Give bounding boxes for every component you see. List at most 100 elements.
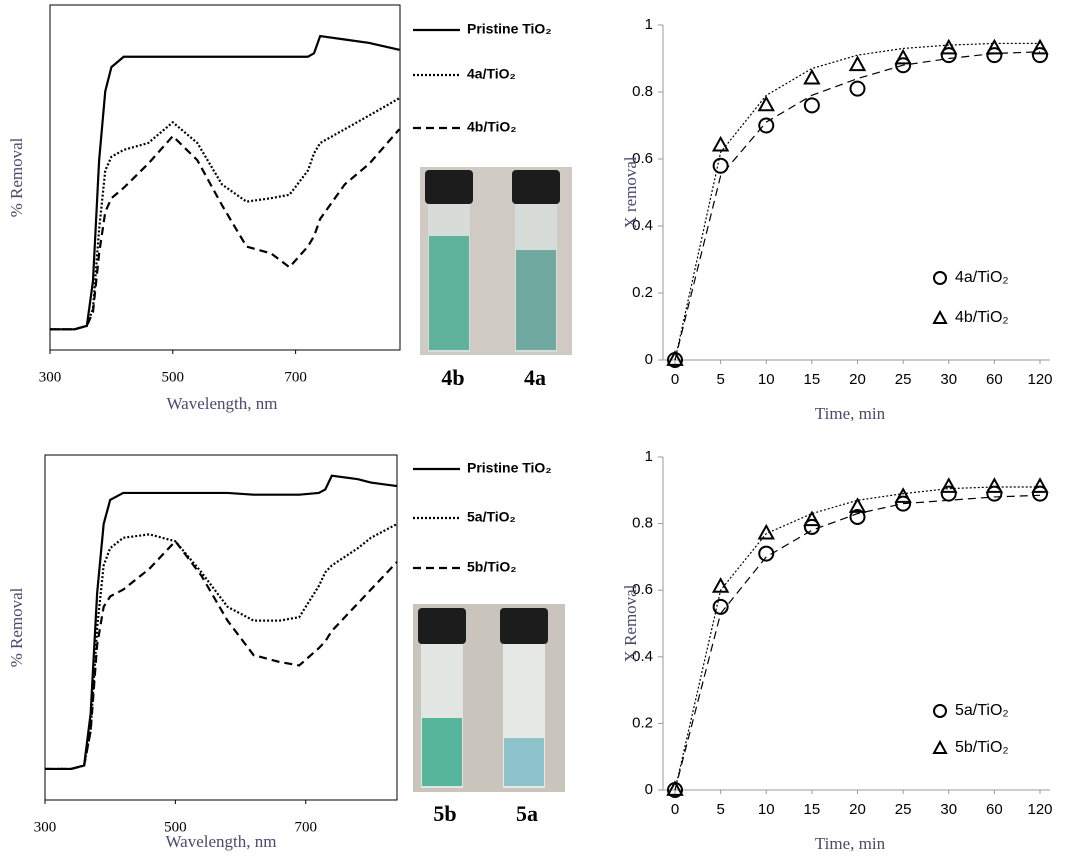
- x-axis-title: Time, min: [815, 834, 886, 853]
- marker: [711, 577, 730, 593]
- marker: [1032, 47, 1048, 64]
- legend-label: 4b/TiO₂: [955, 309, 1009, 326]
- x-tick-label: 10: [758, 801, 775, 818]
- legend-label: Pristine TiO₂: [467, 460, 552, 476]
- photo: [420, 167, 572, 355]
- y-axis-title: % Removal: [7, 137, 26, 217]
- y-tick-label: 0.8: [632, 83, 653, 100]
- fit-line: [674, 486, 1040, 791]
- x-tick-label: 500: [164, 819, 187, 835]
- x-axis-title: Wavelength, nm: [167, 394, 278, 413]
- x-tick-label: 300: [34, 819, 57, 835]
- x-tick-label: 120: [1027, 801, 1052, 818]
- data-line: [50, 97, 400, 331]
- marker: [757, 523, 775, 540]
- legend-label: 5b/TiO₂: [467, 559, 517, 575]
- marker: [849, 508, 866, 525]
- y-tick-label: 0.6: [632, 150, 653, 167]
- legend-label: Pristine TiO₂: [467, 21, 552, 37]
- x-tick-label: 5: [716, 801, 724, 818]
- marker: [895, 495, 912, 512]
- photo-label: 4a: [524, 365, 546, 390]
- data-line: [50, 128, 401, 331]
- x-tick-label: 25: [895, 371, 912, 388]
- y-tick-label: 0.2: [632, 284, 653, 301]
- x-tick-label: 60: [986, 371, 1003, 388]
- y-tick-label: 0: [645, 351, 653, 368]
- marker: [757, 95, 775, 112]
- x-tick-label: 20: [849, 801, 866, 818]
- marker: [758, 545, 775, 562]
- x-axis-title: Time, min: [815, 404, 886, 423]
- marker: [895, 57, 912, 74]
- marker: [712, 157, 729, 174]
- x-tick-label: 20: [849, 371, 866, 388]
- marker: [1031, 477, 1049, 493]
- plot-frame: [49, 4, 401, 351]
- x-tick-label: 700: [294, 819, 317, 835]
- y-axis-title: % Removal: [7, 587, 26, 667]
- marker: [666, 350, 684, 366]
- x-tick-label: 300: [39, 369, 62, 385]
- marker: [1031, 38, 1049, 55]
- y-tick-label: 0.2: [632, 714, 653, 731]
- x-tick-label: 15: [804, 801, 821, 818]
- data-line: [50, 34, 400, 331]
- x-tick-label: 25: [895, 801, 912, 818]
- marker: [712, 598, 729, 615]
- marker: [711, 135, 730, 152]
- marker: [1032, 485, 1048, 502]
- marker: [849, 80, 866, 97]
- y-tick-label: 0.4: [632, 648, 653, 665]
- x-tick-label: 30: [940, 371, 957, 388]
- y-tick-label: 1: [645, 448, 653, 465]
- legend-marker: [932, 739, 948, 754]
- data-line: [45, 539, 398, 771]
- marker: [894, 48, 912, 65]
- marker: [940, 38, 958, 55]
- x-tick-label: 0: [671, 371, 679, 388]
- marker: [940, 477, 958, 493]
- fit-line: [674, 51, 1041, 361]
- photo-label: 5b: [433, 801, 456, 826]
- marker: [985, 477, 1004, 493]
- marker: [985, 38, 1004, 55]
- marker: [803, 518, 820, 535]
- x-tick-label: 30: [940, 801, 957, 818]
- legend-label: 5a/TiO₂: [467, 509, 516, 525]
- x-tick-label: 60: [986, 801, 1003, 818]
- y-tick-label: 0: [645, 781, 653, 798]
- fit-line: [674, 494, 1041, 791]
- y-axis-title: X removal: [621, 156, 640, 229]
- marker: [940, 485, 957, 502]
- plot-frame: [44, 454, 398, 801]
- marker: [803, 97, 820, 114]
- marker: [803, 510, 821, 527]
- x-tick-label: 5: [716, 371, 724, 388]
- y-axis-title: X Removal: [621, 584, 640, 662]
- x-tick-label: 10: [758, 371, 775, 388]
- x-tick-label: 120: [1027, 371, 1052, 388]
- x-tick-label: 15: [804, 371, 821, 388]
- legend-label: 4a/TiO₂: [467, 66, 516, 82]
- y-tick-label: 1: [645, 16, 653, 33]
- photo-label: 4b: [441, 365, 464, 390]
- legend-label: 4a/TiO₂: [955, 269, 1009, 286]
- data-line: [45, 474, 398, 771]
- marker: [666, 780, 684, 796]
- x-tick-label: 0: [671, 801, 679, 818]
- y-tick-label: 0.8: [632, 515, 653, 532]
- y-tick-label: 0.6: [632, 581, 653, 598]
- legend-label: 4b/TiO₂: [467, 119, 517, 135]
- legend-marker: [933, 271, 947, 285]
- fit-line: [674, 42, 1040, 361]
- x-axis-title: Wavelength, nm: [166, 832, 277, 851]
- legend-marker: [933, 704, 947, 718]
- marker: [848, 497, 867, 513]
- marker: [803, 68, 821, 85]
- marker: [940, 47, 957, 64]
- marker: [986, 47, 1003, 64]
- x-tick-label: 700: [284, 369, 307, 385]
- marker: [848, 55, 867, 72]
